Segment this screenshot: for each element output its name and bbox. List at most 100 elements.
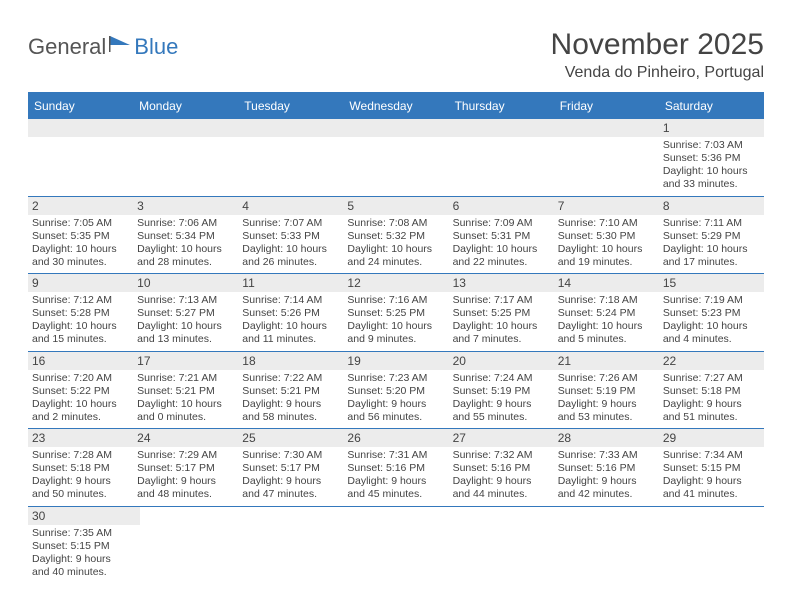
day-info-line: and 2 minutes. [32, 411, 129, 424]
calendar-cell-empty [348, 507, 452, 584]
day-info-line: Sunrise: 7:09 AM [453, 217, 550, 230]
day-info-line: Sunset: 5:17 PM [137, 462, 234, 475]
day-number: 27 [449, 429, 554, 447]
calendar-cell-empty [140, 507, 244, 584]
day-info-line: Sunrise: 7:28 AM [32, 449, 129, 462]
logo: General Blue [28, 34, 178, 60]
day-header: Thursday [449, 93, 554, 119]
page-title: November 2025 [551, 28, 764, 62]
day-info-line: Daylight: 9 hours [453, 475, 550, 488]
day-info-line: Sunset: 5:17 PM [242, 462, 339, 475]
day-info-line: Daylight: 10 hours [453, 320, 550, 333]
calendar-cell: 19Sunrise: 7:23 AMSunset: 5:20 PMDayligh… [343, 352, 448, 429]
day-info: Sunrise: 7:11 AMSunset: 5:29 PMDaylight:… [663, 217, 760, 270]
day-info-line: and 58 minutes. [242, 411, 339, 424]
day-info-line: Sunrise: 7:11 AM [663, 217, 760, 230]
week-row: 2Sunrise: 7:05 AMSunset: 5:35 PMDaylight… [28, 197, 764, 275]
day-info-line: and 56 minutes. [347, 411, 444, 424]
day-number: 21 [554, 352, 659, 370]
day-number: 6 [449, 197, 554, 215]
day-info-line: Sunset: 5:36 PM [663, 152, 760, 165]
day-info: Sunrise: 7:19 AMSunset: 5:23 PMDaylight:… [663, 294, 760, 347]
day-info-line: Daylight: 9 hours [558, 475, 655, 488]
day-info-line: Daylight: 10 hours [32, 398, 129, 411]
day-info-line: and 42 minutes. [558, 488, 655, 501]
day-info-line: and 40 minutes. [32, 566, 136, 579]
day-number: 3 [133, 197, 238, 215]
day-info-line: Sunrise: 7:06 AM [137, 217, 234, 230]
day-info-line: Daylight: 10 hours [242, 320, 339, 333]
day-info-line: Sunset: 5:26 PM [242, 307, 339, 320]
calendar-cell: 18Sunrise: 7:22 AMSunset: 5:21 PMDayligh… [238, 352, 343, 429]
day-info-line: Sunset: 5:33 PM [242, 230, 339, 243]
calendar-cell: 2Sunrise: 7:05 AMSunset: 5:35 PMDaylight… [28, 197, 133, 274]
day-info-line: Daylight: 9 hours [347, 475, 444, 488]
day-number: 16 [28, 352, 133, 370]
day-header: Sunday [28, 93, 133, 119]
day-info-line: Sunrise: 7:08 AM [347, 217, 444, 230]
calendar-cell: 13Sunrise: 7:17 AMSunset: 5:25 PMDayligh… [449, 274, 554, 351]
calendar-cell-empty [28, 119, 133, 196]
calendar-cell: 23Sunrise: 7:28 AMSunset: 5:18 PMDayligh… [28, 429, 133, 506]
calendar-cell-empty [244, 507, 348, 584]
day-info: Sunrise: 7:21 AMSunset: 5:21 PMDaylight:… [137, 372, 234, 425]
calendar-cell-empty [238, 119, 343, 196]
day-info-line: and 15 minutes. [32, 333, 129, 346]
day-info: Sunrise: 7:18 AMSunset: 5:24 PMDaylight:… [558, 294, 655, 347]
day-info: Sunrise: 7:14 AMSunset: 5:26 PMDaylight:… [242, 294, 339, 347]
day-info-line: Sunset: 5:31 PM [453, 230, 550, 243]
day-info-line: Daylight: 10 hours [32, 243, 129, 256]
calendar-cell: 25Sunrise: 7:30 AMSunset: 5:17 PMDayligh… [238, 429, 343, 506]
calendar-cell: 22Sunrise: 7:27 AMSunset: 5:18 PMDayligh… [659, 352, 764, 429]
day-info-line: and 7 minutes. [453, 333, 550, 346]
day-number: 10 [133, 274, 238, 292]
day-info-line: Daylight: 9 hours [242, 475, 339, 488]
day-info-line: Sunrise: 7:12 AM [32, 294, 129, 307]
calendar-cell: 17Sunrise: 7:21 AMSunset: 5:21 PMDayligh… [133, 352, 238, 429]
day-number: 24 [133, 429, 238, 447]
day-info-line: Sunset: 5:30 PM [558, 230, 655, 243]
calendar-cell: 14Sunrise: 7:18 AMSunset: 5:24 PMDayligh… [554, 274, 659, 351]
day-info: Sunrise: 7:27 AMSunset: 5:18 PMDaylight:… [663, 372, 760, 425]
day-info-line: Daylight: 10 hours [347, 320, 444, 333]
day-info-line: Sunrise: 7:03 AM [663, 139, 760, 152]
calendar-cell: 10Sunrise: 7:13 AMSunset: 5:27 PMDayligh… [133, 274, 238, 351]
calendar-cell-empty [660, 507, 764, 584]
day-info-line: Sunrise: 7:27 AM [663, 372, 760, 385]
day-number-band [28, 119, 133, 137]
day-number: 15 [659, 274, 764, 292]
day-info-line: and 5 minutes. [558, 333, 655, 346]
day-info-line: and 17 minutes. [663, 256, 760, 269]
day-info-line: Sunrise: 7:13 AM [137, 294, 234, 307]
day-info-line: and 22 minutes. [453, 256, 550, 269]
calendar-cell-empty [133, 119, 238, 196]
calendar-cell: 27Sunrise: 7:32 AMSunset: 5:16 PMDayligh… [449, 429, 554, 506]
day-number: 5 [343, 197, 448, 215]
day-info: Sunrise: 7:35 AMSunset: 5:15 PMDaylight:… [32, 527, 136, 580]
calendar-cell: 30Sunrise: 7:35 AMSunset: 5:15 PMDayligh… [28, 507, 140, 584]
day-info-line: Sunset: 5:16 PM [558, 462, 655, 475]
calendar-cell: 21Sunrise: 7:26 AMSunset: 5:19 PMDayligh… [554, 352, 659, 429]
day-info-line: Daylight: 9 hours [32, 475, 129, 488]
day-info: Sunrise: 7:06 AMSunset: 5:34 PMDaylight:… [137, 217, 234, 270]
calendar-cell: 20Sunrise: 7:24 AMSunset: 5:19 PMDayligh… [449, 352, 554, 429]
day-info-line: Daylight: 9 hours [453, 398, 550, 411]
day-info-line: Sunrise: 7:30 AM [242, 449, 339, 462]
week-row: 1Sunrise: 7:03 AMSunset: 5:36 PMDaylight… [28, 119, 764, 197]
day-header: Saturday [659, 93, 764, 119]
day-info-line: Daylight: 10 hours [137, 243, 234, 256]
day-info: Sunrise: 7:22 AMSunset: 5:21 PMDaylight:… [242, 372, 339, 425]
day-info-line: Sunset: 5:27 PM [137, 307, 234, 320]
day-info-line: Sunrise: 7:19 AM [663, 294, 760, 307]
calendar-cell: 7Sunrise: 7:10 AMSunset: 5:30 PMDaylight… [554, 197, 659, 274]
day-info-line: Sunset: 5:19 PM [453, 385, 550, 398]
day-info-line: Sunrise: 7:10 AM [558, 217, 655, 230]
day-info: Sunrise: 7:31 AMSunset: 5:16 PMDaylight:… [347, 449, 444, 502]
day-info-line: Sunset: 5:18 PM [663, 385, 760, 398]
day-info-line: Sunrise: 7:17 AM [453, 294, 550, 307]
day-number: 7 [554, 197, 659, 215]
day-info: Sunrise: 7:23 AMSunset: 5:20 PMDaylight:… [347, 372, 444, 425]
day-info-line: Sunset: 5:34 PM [137, 230, 234, 243]
day-info: Sunrise: 7:05 AMSunset: 5:35 PMDaylight:… [32, 217, 129, 270]
header: General Blue November 2025 Venda do Pinh… [28, 28, 764, 82]
